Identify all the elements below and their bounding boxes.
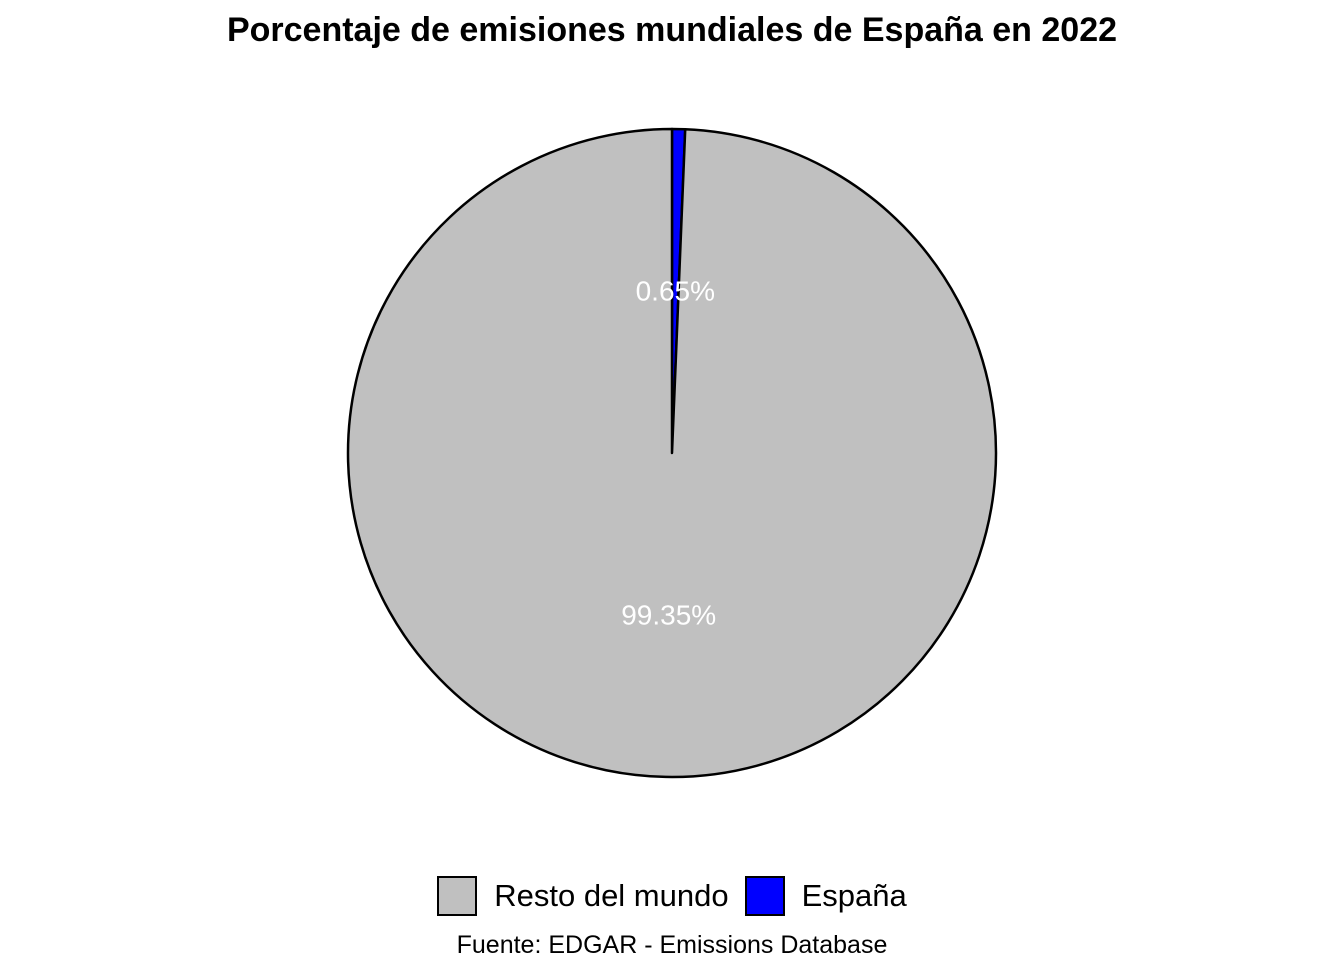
legend: Resto del mundo España <box>0 874 1344 918</box>
legend-swatch-espana <box>744 876 785 916</box>
legend-label-espana: España <box>801 878 907 913</box>
chart-title: Porcentaje de emisiones mundiales de Esp… <box>226 11 1118 49</box>
chart-caption: Fuente: EDGAR - Emissions Database <box>456 931 888 959</box>
legend-item-resto-del-mundo: Resto del mundo <box>437 874 729 918</box>
data-label-resto-del-mundo: 99.35% <box>621 599 716 630</box>
pie-slice-resto-del-mundo <box>346 127 998 779</box>
pie-chart: 0.65% 99.35% <box>346 127 998 779</box>
data-label-espana: 0.65% <box>636 276 715 307</box>
legend-label-resto-del-mundo: Resto del mundo <box>494 878 729 913</box>
legend-swatch-resto-del-mundo <box>437 876 478 916</box>
legend-item-espana: España <box>744 874 907 918</box>
